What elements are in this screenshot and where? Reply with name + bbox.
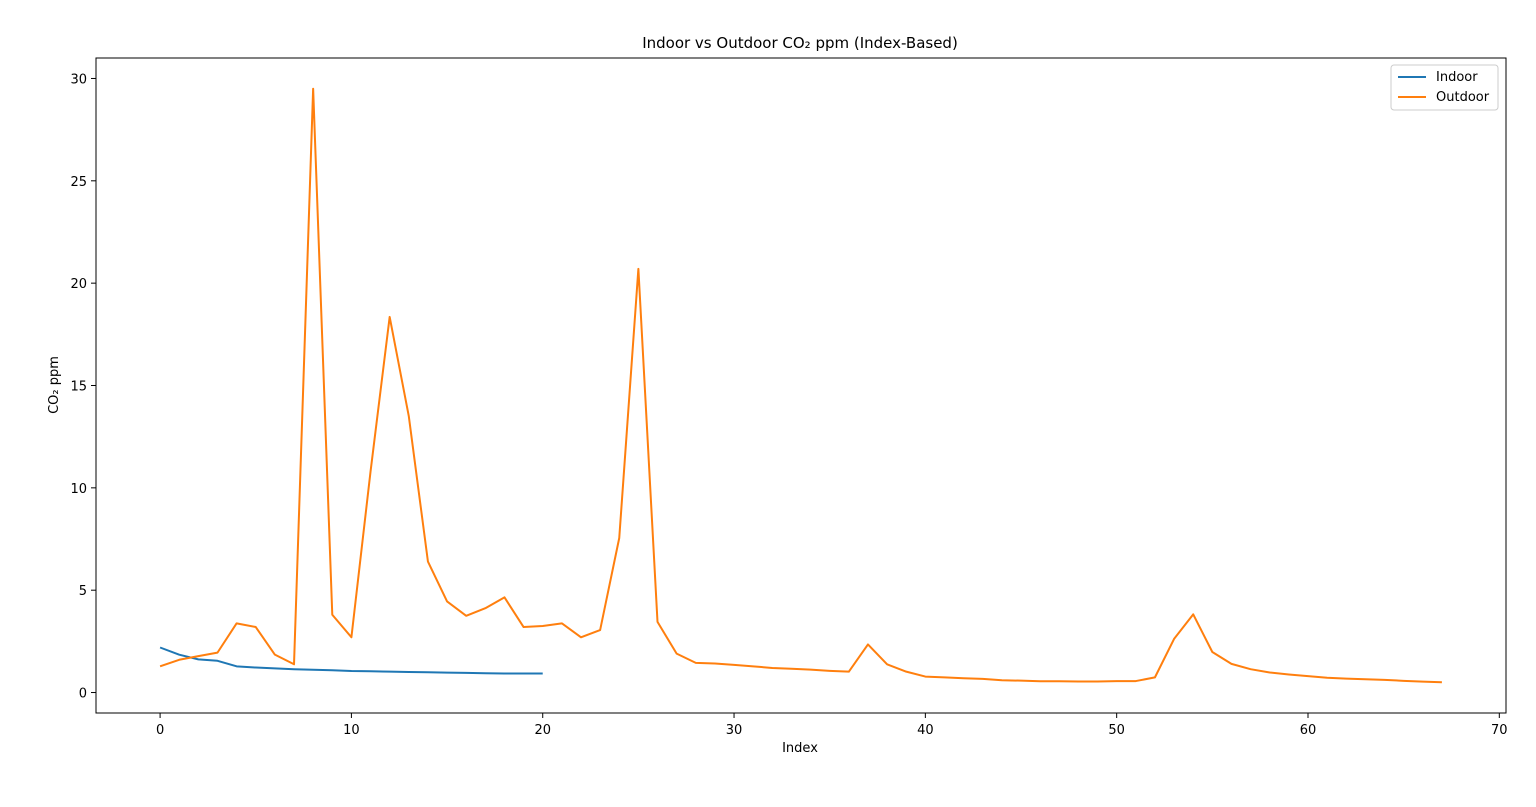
x-tick-label: 70 [1491,723,1508,738]
x-tick-label: 30 [726,723,743,738]
y-tick-label: 10 [70,482,87,497]
legend-label-indoor: Indoor [1436,70,1478,85]
chart-title: Indoor vs Outdoor CO₂ ppm (Index-Based) [642,34,958,52]
legend: Indoor Outdoor [1390,64,1499,111]
x-tick-label: 0 [156,723,164,738]
y-tick-label: 20 [70,277,87,292]
x-tick-label: 60 [1300,723,1317,738]
series-line-outdoor [159,87,1442,684]
series-line-indoor [159,646,543,675]
x-tick-label: 10 [343,723,360,738]
x-tick-label: 50 [1108,723,1125,738]
x-tick-label: 20 [534,723,551,738]
x-axis: 0 10 20 30 40 50 60 70 [156,713,1508,738]
plot-frame [95,57,1507,714]
y-tick-label: 5 [79,584,87,599]
x-tick-label: 40 [917,723,934,738]
legend-label-outdoor: Outdoor [1436,90,1490,105]
y-axis-label: CO₂ ppm [47,356,62,414]
y-tick-label: 0 [79,687,87,702]
y-axis: 0 5 10 15 20 25 30 [70,72,96,702]
y-tick-label: 30 [70,72,87,87]
y-tick-label: 15 [70,380,87,395]
x-axis-label: Index [782,741,818,756]
series-lines [159,87,1442,684]
y-tick-label: 25 [70,175,87,190]
